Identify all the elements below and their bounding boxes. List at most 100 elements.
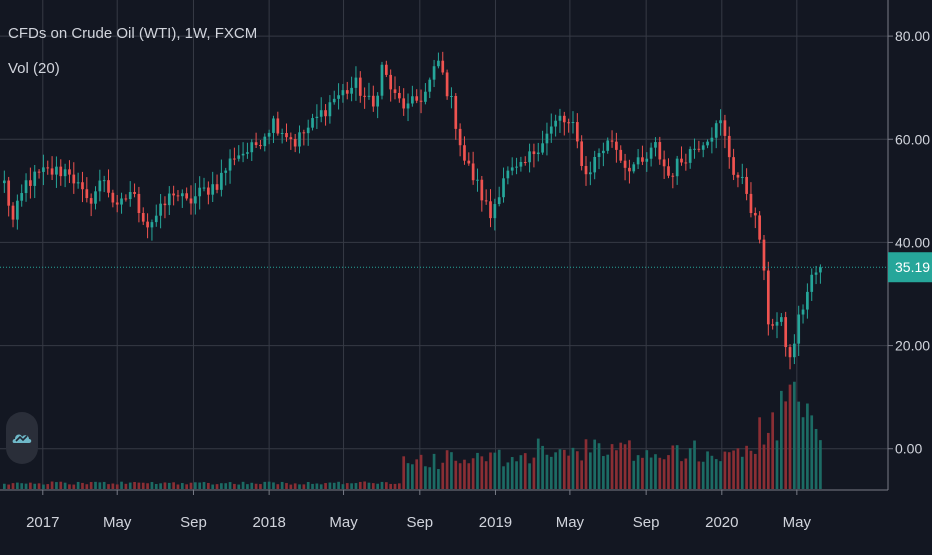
volume-bar <box>211 484 215 489</box>
volume-bar <box>55 482 58 489</box>
volume-bar <box>107 484 110 489</box>
candle-body <box>215 184 219 190</box>
volume-bar <box>411 464 414 489</box>
candle-body <box>272 118 275 133</box>
volume-bar <box>7 484 11 489</box>
volume-bar <box>463 459 466 489</box>
tradingview-logo-button[interactable] <box>6 412 38 464</box>
volume-bar <box>467 463 471 489</box>
candle-body <box>298 132 301 147</box>
candle-body <box>584 165 588 175</box>
volume-bar <box>280 481 284 489</box>
candle-body <box>510 167 514 171</box>
volume-bar <box>519 455 523 489</box>
candle-body <box>714 123 718 138</box>
volume-bar <box>102 481 106 489</box>
volume-bar <box>523 453 527 489</box>
candle-body <box>324 110 327 117</box>
volume-bar <box>289 484 293 489</box>
volume-bar <box>497 449 501 489</box>
axes[interactable]: 80.00 60.00 40.00 20.00 0.00 35.19 2017 May Sep 2… <box>0 0 932 531</box>
volume-bar <box>311 483 314 489</box>
volume-bar <box>632 460 636 489</box>
volume-bar <box>159 483 162 489</box>
volume-bar <box>42 484 45 489</box>
volume-bar <box>749 450 753 489</box>
volume-bar <box>133 481 136 489</box>
candle-body <box>2 180 6 184</box>
time-tick-label: May <box>329 514 358 531</box>
candle-body <box>68 169 71 175</box>
candle-body <box>72 174 76 184</box>
candle-body <box>354 77 358 88</box>
volume-bar <box>189 482 193 489</box>
volume-bar <box>324 483 327 489</box>
volume-bar <box>489 452 492 489</box>
candle-body <box>398 92 401 99</box>
candle-body <box>7 180 11 206</box>
candle-body <box>172 193 175 196</box>
volume-bar <box>593 439 597 489</box>
candle-body <box>753 212 757 216</box>
volume-bar <box>124 483 128 489</box>
candle-body <box>762 239 766 271</box>
volume-bar <box>2 483 6 489</box>
candle-body <box>745 176 748 194</box>
candle-body <box>237 155 241 159</box>
volume-bar <box>354 483 358 489</box>
volume-indicator-label[interactable]: Vol (20) <box>8 60 60 77</box>
candle-body <box>159 203 162 216</box>
volume-bar <box>480 456 484 489</box>
candle-body <box>580 141 584 166</box>
volume-bar <box>341 484 345 489</box>
candle-body <box>198 187 202 197</box>
candle-body <box>11 205 15 220</box>
volume-bar <box>419 454 423 489</box>
candle-body <box>254 142 258 146</box>
candle-body <box>515 166 518 168</box>
volume-bar <box>315 483 319 489</box>
volume-bar <box>437 469 440 489</box>
volume-bar <box>536 438 540 489</box>
candle-body <box>610 140 614 142</box>
volume-bar <box>202 482 206 489</box>
volume-bar <box>111 483 115 489</box>
volume-bar <box>94 481 97 489</box>
volume-bar <box>237 484 241 489</box>
volume-bar <box>736 448 740 489</box>
volume-bar <box>180 483 184 489</box>
candle-body <box>202 187 206 189</box>
candle-body <box>55 166 58 175</box>
volume-bar <box>441 462 445 489</box>
volume-bar <box>766 432 770 489</box>
candle-body <box>463 145 466 161</box>
volume-bar <box>259 484 262 489</box>
candle-body <box>597 153 601 157</box>
volume-bar <box>167 482 171 489</box>
candle-body <box>411 96 414 104</box>
volume-bar <box>285 483 288 489</box>
volume-bar <box>367 482 371 489</box>
volume-bar <box>810 415 814 489</box>
volume-bar <box>628 440 631 489</box>
candle-body <box>311 118 314 128</box>
candle-body <box>141 213 145 222</box>
candle-body <box>441 60 445 73</box>
volume-bar <box>697 461 701 489</box>
volume-bar <box>575 451 579 489</box>
volume-bar <box>293 483 297 489</box>
candle-body <box>315 116 319 119</box>
candle-body <box>120 198 123 205</box>
volume-bar <box>306 482 310 489</box>
volume-bar <box>558 449 562 489</box>
volume-bar <box>185 484 188 489</box>
candle-body <box>280 132 284 134</box>
candle-body <box>675 158 679 177</box>
volume-bar <box>528 463 531 489</box>
candle-body <box>167 193 171 206</box>
candle-body <box>493 204 497 219</box>
volume-bar <box>220 483 223 489</box>
candle-body <box>719 120 722 124</box>
